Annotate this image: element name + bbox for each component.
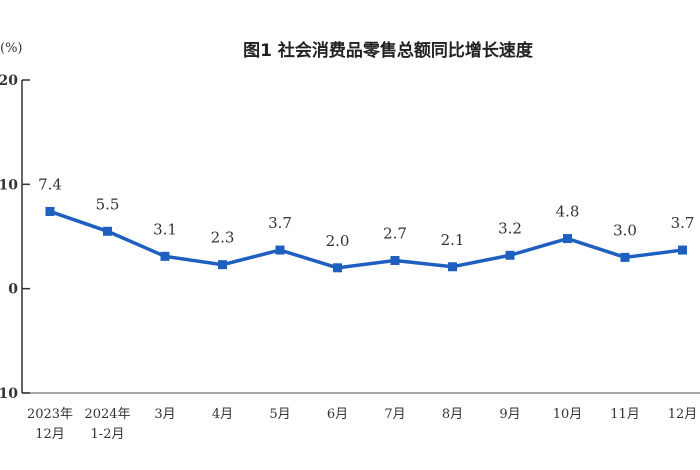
data-point-marker: [505, 250, 515, 260]
data-label: 5.5: [96, 195, 120, 213]
x-tick-label: 5月: [269, 407, 290, 422]
data-point-marker: [563, 234, 572, 244]
x-tick-label: 6月: [327, 407, 348, 422]
data-label: 3.7: [671, 214, 695, 232]
x-tick-label: 9月: [499, 407, 520, 422]
x-tick-label: 2023年: [27, 407, 73, 422]
y-tick-label: 20: [0, 73, 18, 89]
y-tick-label: 0: [8, 282, 18, 298]
x-tick-label: 4月: [212, 407, 233, 422]
x-tick-label: 12月: [35, 427, 65, 442]
chart-title: 图1 社会消费品零售总额同比增长速度: [243, 40, 534, 61]
x-tick-label: 10月: [553, 407, 583, 422]
data-point-marker: [448, 262, 457, 272]
data-label: 2.0: [326, 232, 350, 250]
data-point-marker: [45, 206, 55, 216]
y-axis-unit: (%): [0, 41, 23, 56]
data-label: 3.0: [613, 221, 637, 239]
series-line: [49, 209, 683, 270]
data-label: 2.1: [441, 231, 465, 249]
x-tick-label: 2024年: [84, 407, 130, 422]
x-tick-label: 12月: [668, 407, 698, 422]
data-point-marker: [275, 245, 285, 255]
data-point-marker: [160, 251, 170, 261]
data-label: 3.1: [153, 220, 177, 238]
data-label: 2.3: [211, 229, 235, 247]
data-label: 4.8: [556, 203, 580, 221]
x-tick-label: 7月: [384, 407, 405, 422]
data-label: 7.4: [38, 175, 62, 193]
x-tick-label: 11月: [610, 407, 640, 422]
data-point-marker: [103, 226, 112, 236]
y-tick-label: 10: [0, 177, 18, 193]
x-tick-label: 3月: [154, 407, 175, 422]
data-point-marker: [333, 263, 342, 273]
data-point-marker: [218, 260, 227, 270]
x-tick-label: 8月: [442, 407, 463, 422]
data-point-marker: [390, 255, 400, 265]
data-label: 3.2: [498, 219, 522, 237]
y-tick-label: -10: [0, 386, 18, 402]
x-tick-label: 1-2月: [91, 427, 125, 442]
data-point-marker: [620, 252, 630, 262]
data-label: 2.7: [383, 224, 407, 242]
data-point-marker: [678, 245, 687, 255]
data-label: 3.7: [268, 214, 292, 232]
